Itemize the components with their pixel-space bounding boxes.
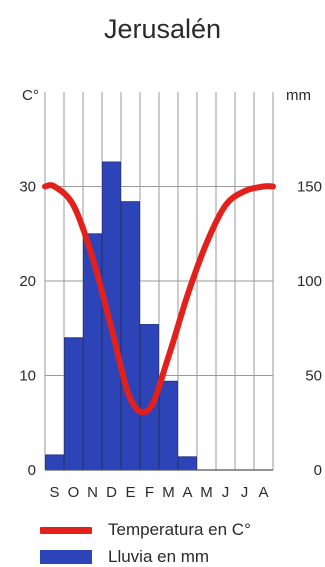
legend-temperature: Temperatura en C° — [40, 520, 251, 540]
left-axis-tick-label: 10 — [19, 368, 36, 385]
temperature-line — [42, 182, 276, 416]
rain-bar — [159, 380, 178, 471]
month-label: J — [222, 484, 230, 501]
right-axis-label: mm — [286, 87, 311, 104]
legend-line-swatch — [40, 526, 92, 534]
month-label: E — [125, 484, 135, 501]
month-label: J — [241, 484, 249, 501]
month-label: M — [162, 484, 175, 501]
temperature-line-group — [42, 182, 276, 416]
month-label: D — [106, 484, 117, 501]
month-label: O — [68, 484, 80, 501]
left-axis-tick-label: 30 — [19, 179, 36, 196]
month-label: A — [258, 484, 268, 501]
left-axis-tick-label: 20 — [19, 273, 36, 290]
chart-title: Jerusalén — [103, 14, 222, 44]
grid — [44, 92, 274, 470]
right-axis-tick-label: 100 — [297, 273, 322, 290]
left-axis-label: C° — [22, 87, 39, 104]
month-label: A — [182, 484, 192, 501]
month-label: M — [200, 484, 213, 501]
right-axis-tick-label: 150 — [297, 179, 322, 196]
left-axis-tick-label: 0 — [28, 462, 36, 479]
month-label: F — [145, 484, 154, 501]
legend-bar-swatch — [40, 550, 92, 564]
rain-bar — [121, 201, 140, 471]
right-axis-tick-label: 50 — [305, 368, 322, 385]
month-label: S — [49, 484, 59, 501]
rain-bar — [45, 454, 64, 471]
rain-bar — [64, 337, 83, 471]
rain-bar — [178, 456, 197, 471]
month-label: N — [87, 484, 98, 501]
legend-rain: Lluvia en mm — [40, 547, 209, 567]
right-axis-tick-label: 0 — [314, 462, 322, 479]
legend-temperature-label: Temperatura en C° — [108, 520, 251, 539]
legend-rain-label: Lluvia en mm — [108, 547, 210, 566]
